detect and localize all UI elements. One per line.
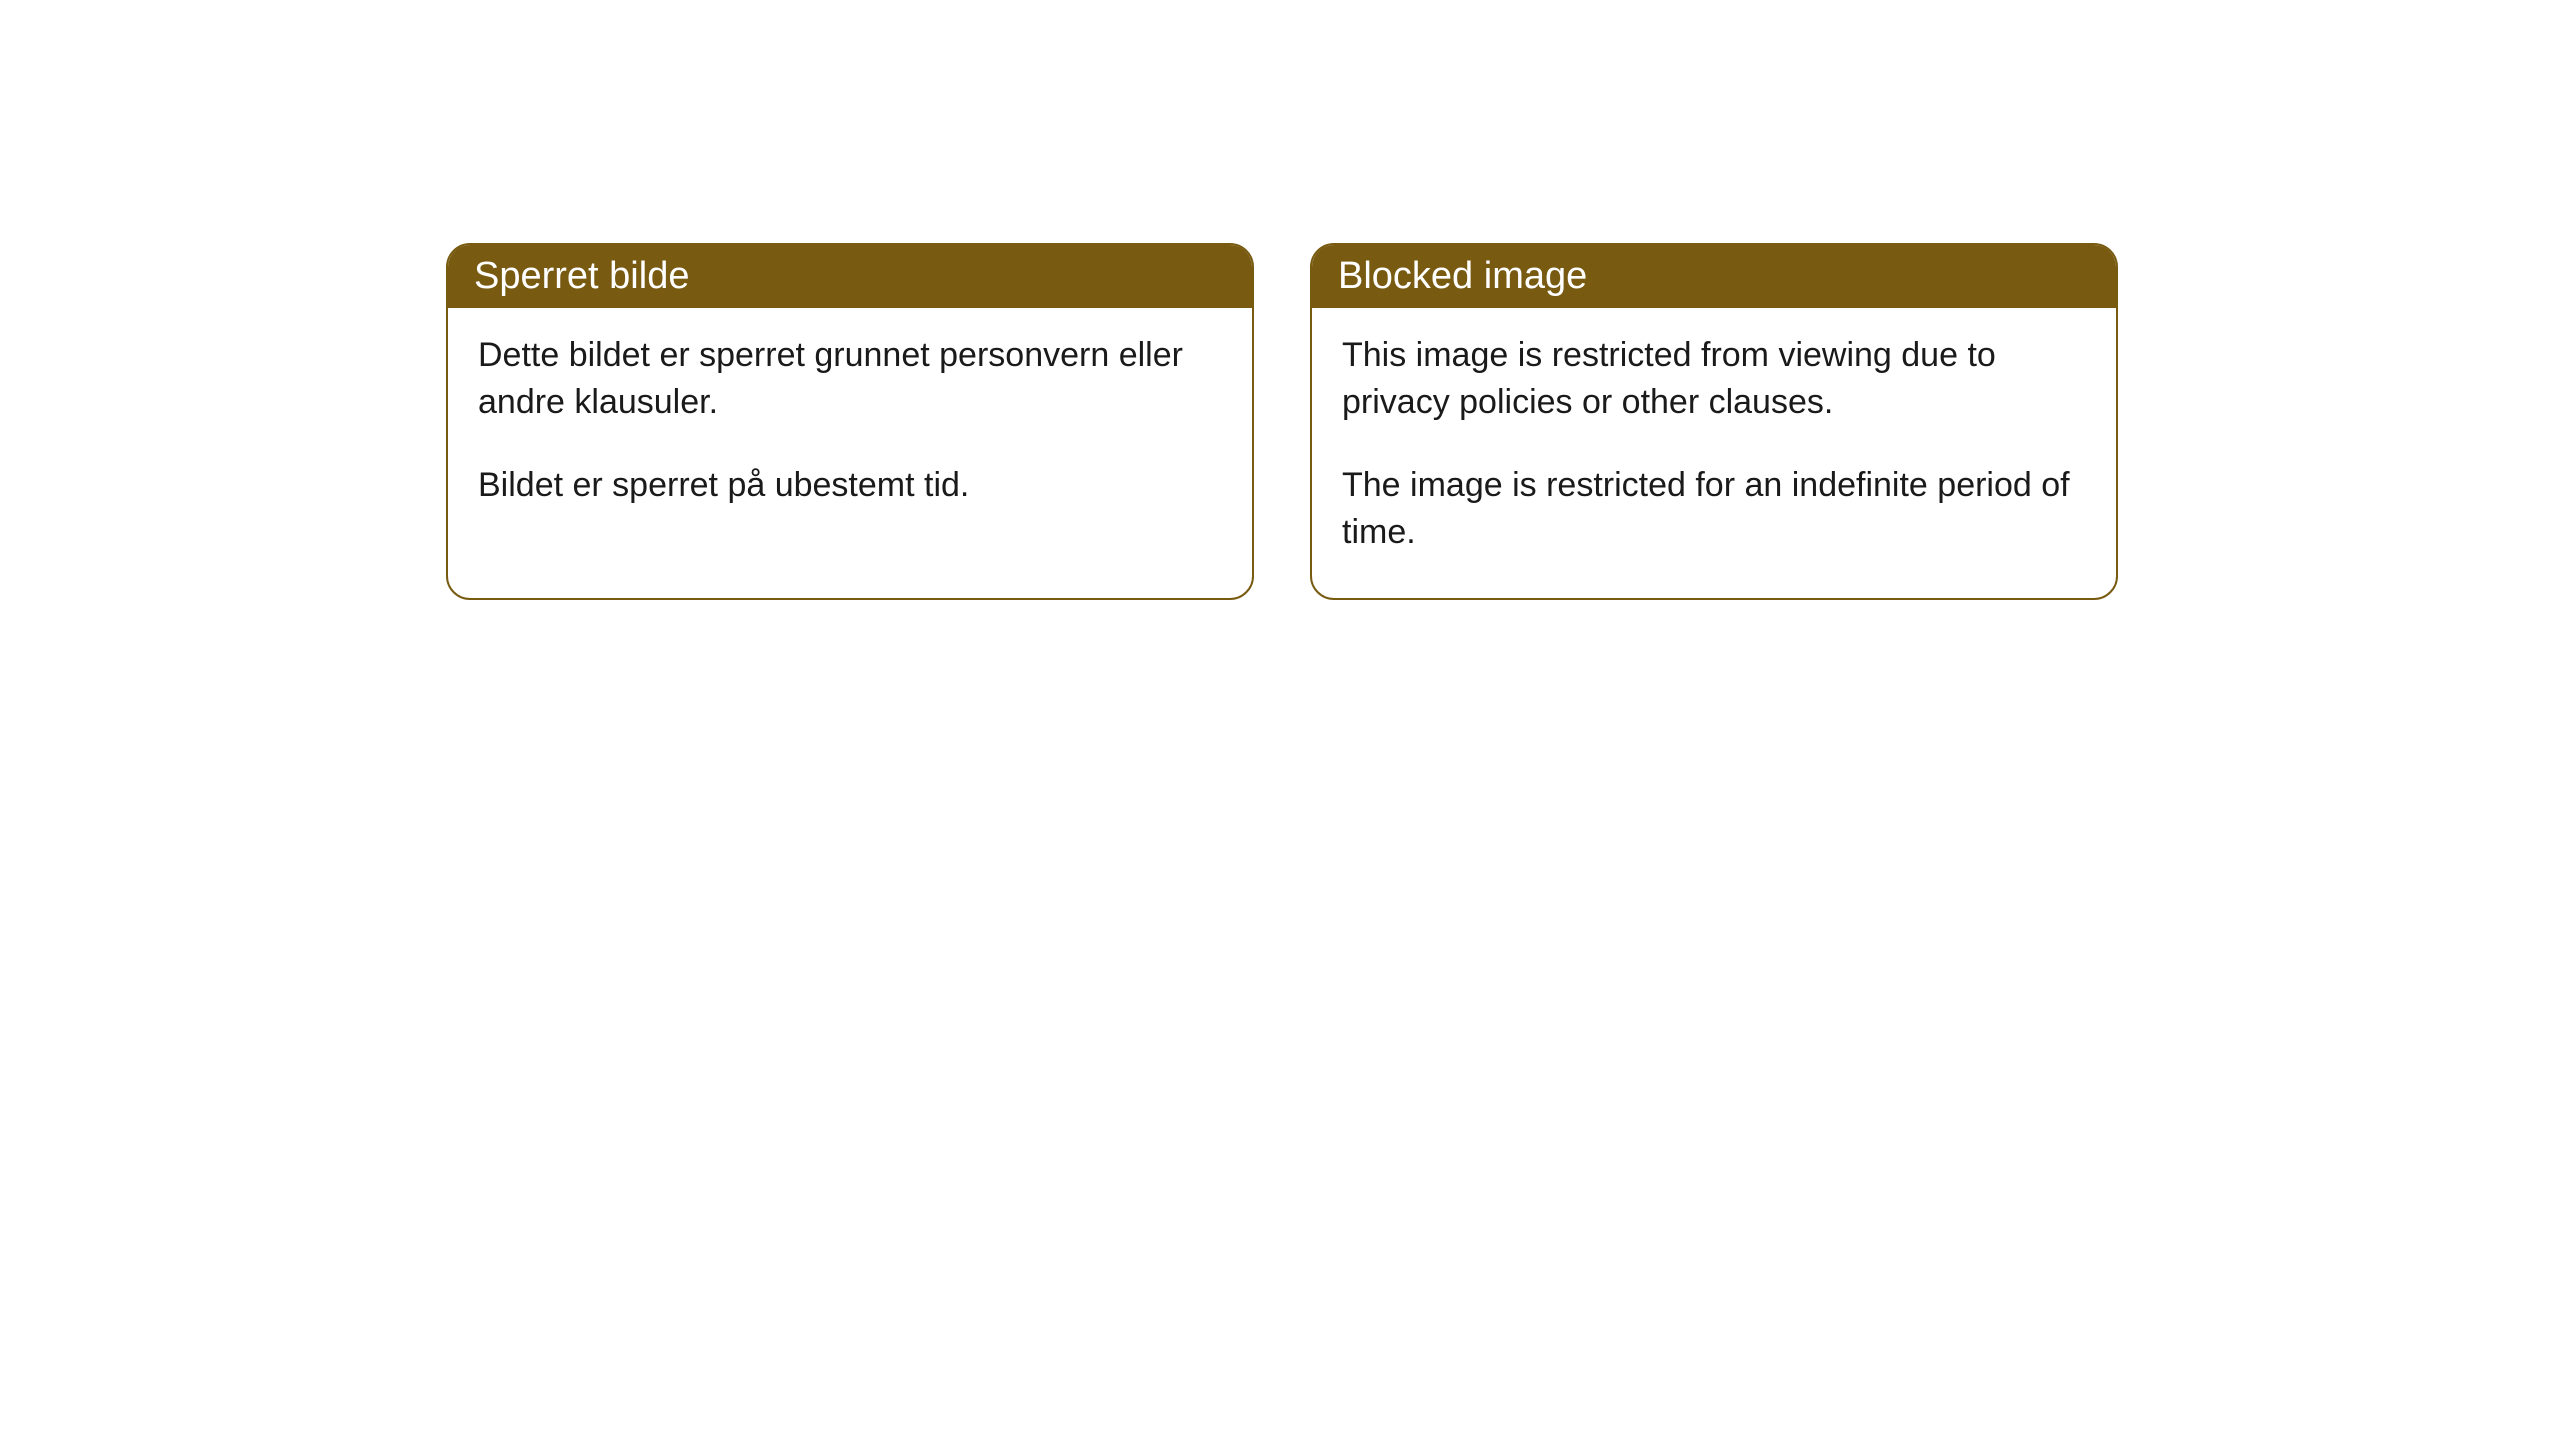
card-header-norwegian: Sperret bilde	[448, 245, 1252, 308]
card-english: Blocked image This image is restricted f…	[1310, 243, 2118, 600]
card-paragraph-1-norwegian: Dette bildet er sperret grunnet personve…	[478, 332, 1222, 426]
card-header-english: Blocked image	[1312, 245, 2116, 308]
card-body-norwegian: Dette bildet er sperret grunnet personve…	[448, 308, 1252, 551]
card-norwegian: Sperret bilde Dette bildet er sperret gr…	[446, 243, 1254, 600]
card-paragraph-1-english: This image is restricted from viewing du…	[1342, 332, 2086, 426]
card-body-english: This image is restricted from viewing du…	[1312, 308, 2116, 598]
card-paragraph-2-norwegian: Bildet er sperret på ubestemt tid.	[478, 462, 1222, 509]
cards-container: Sperret bilde Dette bildet er sperret gr…	[446, 243, 2118, 600]
card-paragraph-2-english: The image is restricted for an indefinit…	[1342, 462, 2086, 556]
